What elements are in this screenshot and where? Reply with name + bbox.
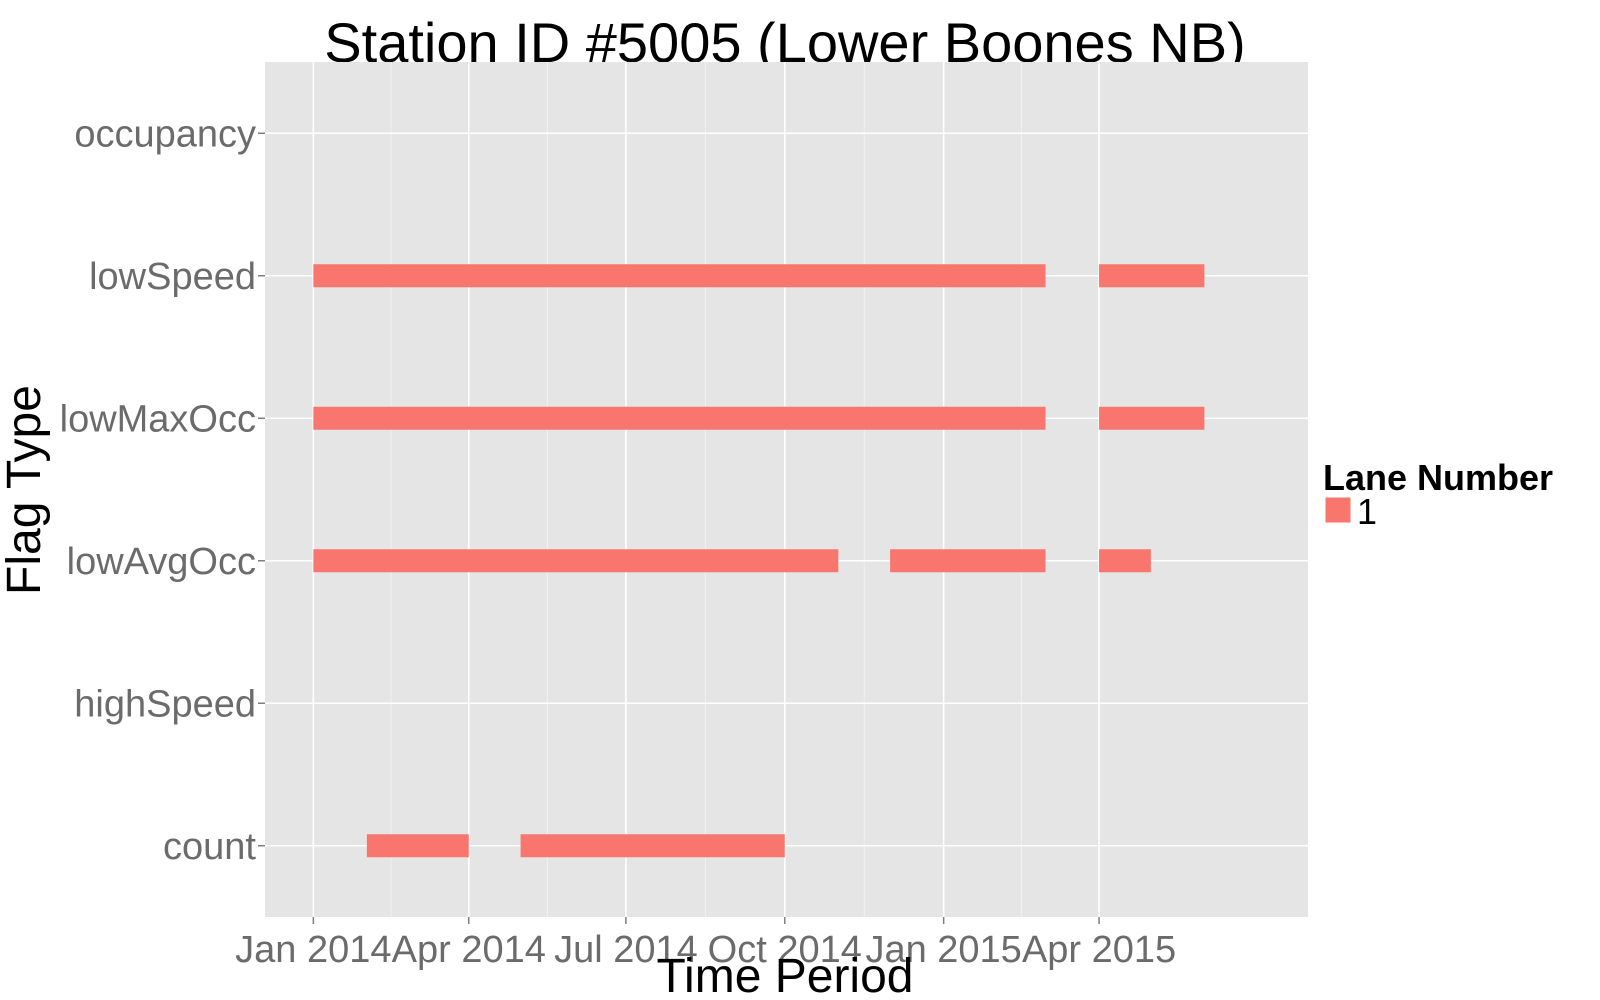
y-axis-title: Flag Type bbox=[0, 385, 51, 595]
legend-title: Lane Number bbox=[1323, 457, 1553, 498]
x-tick-label: Jan 2014 bbox=[235, 929, 391, 971]
plot-panel bbox=[265, 62, 1308, 917]
y-tick-label: highSpeed bbox=[74, 683, 256, 725]
flag-bars bbox=[313, 264, 1205, 858]
x-tick-label: Oct 2014 bbox=[708, 929, 862, 971]
x-tick-label: Apr 2014 bbox=[392, 929, 546, 971]
legend-label-1: 1 bbox=[1357, 491, 1377, 532]
flag-bar-lowMaxOcc bbox=[313, 406, 1046, 430]
legend-swatch-1 bbox=[1324, 496, 1352, 524]
y-tick-label: lowAvgOcc bbox=[67, 541, 256, 583]
x-tick-label: Jul 2014 bbox=[554, 929, 698, 971]
y-tick-label: count bbox=[163, 826, 256, 868]
flag-bar-lowSpeed bbox=[1099, 264, 1205, 288]
y-tick-label: lowSpeed bbox=[89, 256, 256, 298]
y-tick-label: lowMaxOcc bbox=[60, 398, 256, 440]
flag-bar-lowAvgOcc bbox=[313, 549, 839, 573]
y-axis: count highSpeed lowAvgOcc lowMaxOcc lowSpeed… bbox=[60, 113, 265, 868]
y-tick-label: occupancy bbox=[74, 113, 256, 155]
flag-bar-lowMaxOcc bbox=[1099, 406, 1205, 430]
x-tick-label: Jan 2015 bbox=[865, 929, 1021, 971]
flag-bar-lowAvgOcc bbox=[890, 549, 1046, 573]
flag-bar-count bbox=[366, 834, 469, 858]
flag-bar-lowSpeed bbox=[313, 264, 1046, 288]
flag-bar-count bbox=[520, 834, 785, 858]
legend: Lane Number 1 bbox=[1323, 457, 1553, 532]
x-axis: Jan 2014 Apr 2014 Jul 2014 Oct 2014 Jan 2015… bbox=[235, 917, 1176, 971]
x-axis-title: Time Period bbox=[657, 950, 914, 1000]
flag-bar-lowAvgOcc bbox=[1099, 549, 1151, 573]
x-tick-label: Apr 2015 bbox=[1022, 929, 1176, 971]
